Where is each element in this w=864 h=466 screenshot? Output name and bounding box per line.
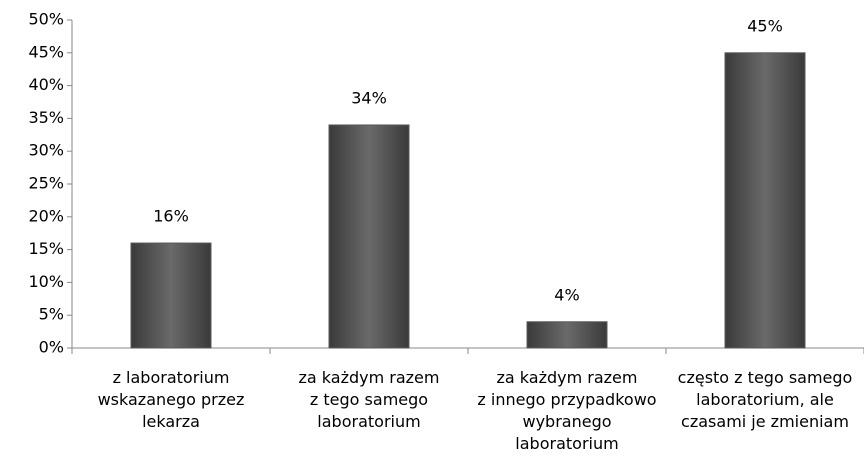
x-tick-label-line: często z tego samego xyxy=(678,368,853,387)
x-tick-label: za każdym razem z innego przypadkowo wybra… xyxy=(477,368,656,453)
x-tick-label-line: wybranego xyxy=(522,412,611,431)
y-tick-label: 50% xyxy=(28,10,64,29)
x-tick-label: za każdym razem z tego samego laboratorium xyxy=(299,368,440,431)
bar xyxy=(328,124,410,349)
x-tick-label-line: za każdym razem xyxy=(497,368,638,387)
bar xyxy=(130,242,212,349)
x-tick-label-line: za każdym razem xyxy=(299,368,440,387)
x-tick-label-line: lekarza xyxy=(142,412,200,431)
bar xyxy=(724,52,806,349)
x-tick-label-line: wskazanego przez xyxy=(98,390,245,409)
y-tick-label: 25% xyxy=(28,174,64,193)
y-tick-label: 0% xyxy=(39,338,64,357)
x-tick-label: z laboratorium wskazanego przez lekarza xyxy=(98,368,245,431)
value-label: 45% xyxy=(747,16,783,35)
y-tick-label: 20% xyxy=(28,206,64,225)
value-label: 34% xyxy=(351,88,387,107)
y-tick-label: 30% xyxy=(28,141,64,160)
bar xyxy=(526,321,608,349)
x-tick-label-line: czasami je zmieniam xyxy=(681,412,849,431)
x-tick-label-line: laboratorium xyxy=(515,434,618,453)
y-tick-label: 40% xyxy=(28,75,64,94)
x-tick-label-line: laboratorium xyxy=(317,412,420,431)
value-label: 16% xyxy=(153,207,189,226)
y-tick-label: 15% xyxy=(28,239,64,258)
y-tick-label: 45% xyxy=(28,42,64,61)
y-tick-label: 10% xyxy=(28,272,64,291)
x-tick-label-line: z tego samego xyxy=(310,390,428,409)
x-tick-label-line: laboratorium, ale xyxy=(696,390,834,409)
x-tick-label-line: z innego przypadkowo xyxy=(477,390,656,409)
y-tick-label: 5% xyxy=(39,305,64,324)
x-tick-label: często z tego samego laboratorium, ale cza… xyxy=(678,368,853,431)
y-tick-label: 35% xyxy=(28,108,64,127)
value-label: 4% xyxy=(554,285,579,304)
x-tick-label-line: z laboratorium xyxy=(113,368,230,387)
